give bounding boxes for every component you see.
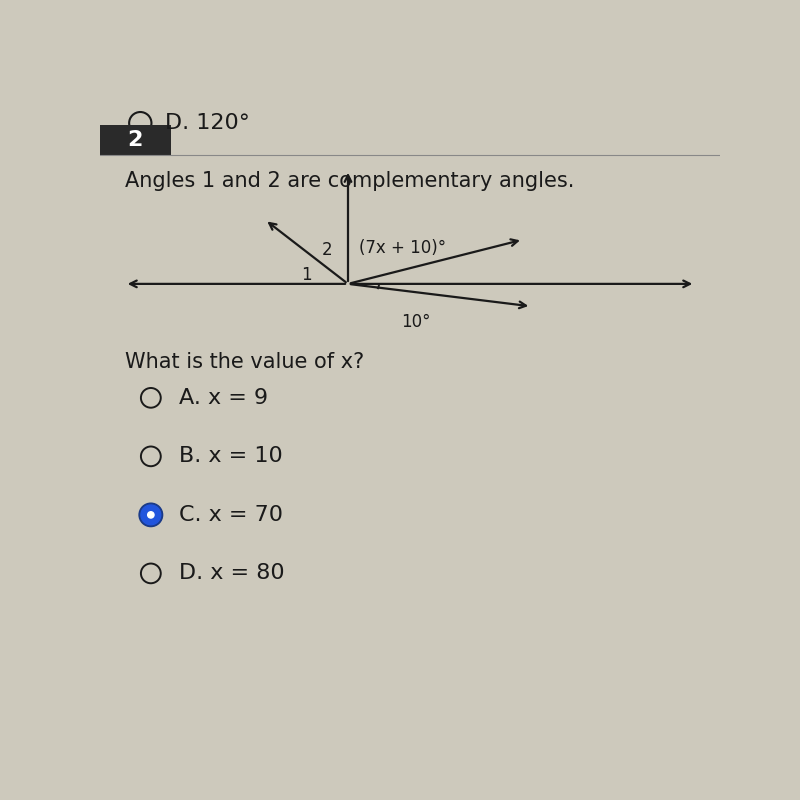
Text: C. x = 70: C. x = 70 [178, 505, 282, 525]
Text: B. x = 10: B. x = 10 [178, 446, 282, 466]
Text: D. 120°: D. 120° [165, 113, 250, 133]
Circle shape [139, 503, 162, 526]
Text: A. x = 9: A. x = 9 [178, 388, 268, 408]
Circle shape [141, 505, 161, 525]
Text: Angles 1 and 2 are complementary angles.: Angles 1 and 2 are complementary angles. [125, 171, 574, 191]
FancyBboxPatch shape [100, 125, 171, 154]
Text: 2: 2 [322, 241, 333, 259]
Text: 1: 1 [302, 266, 312, 284]
Text: 10°: 10° [402, 314, 431, 331]
Text: What is the value of x?: What is the value of x? [125, 352, 364, 372]
Text: D. x = 80: D. x = 80 [178, 563, 284, 583]
Circle shape [148, 512, 154, 518]
Text: 2: 2 [128, 130, 143, 150]
Text: (7x + 10)°: (7x + 10)° [359, 239, 446, 257]
